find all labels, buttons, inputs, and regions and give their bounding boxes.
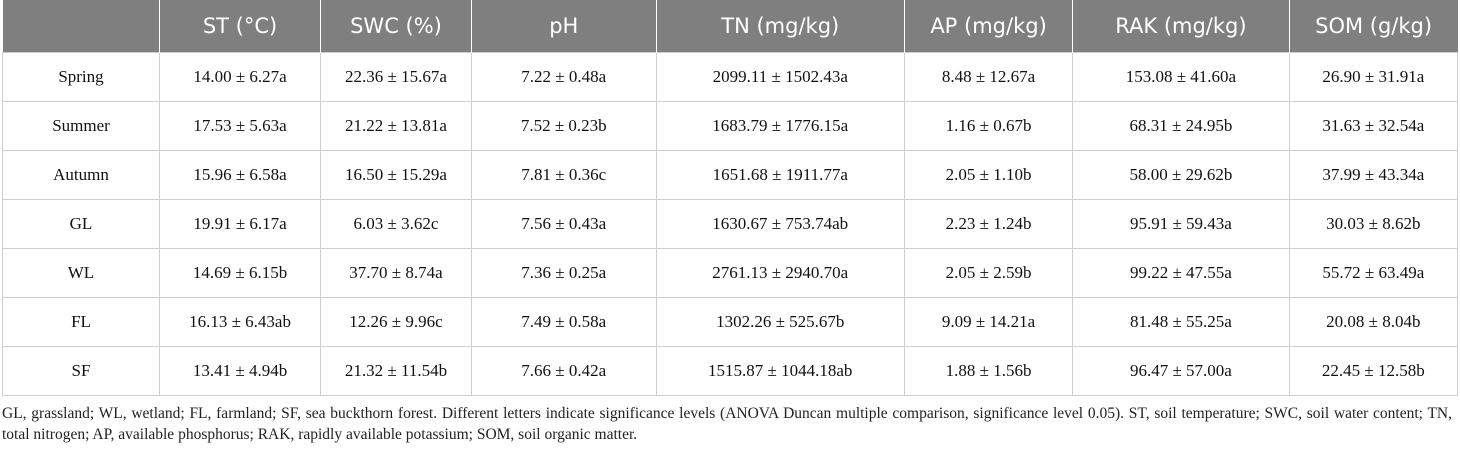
table-cell: 1515.87 ± 1044.18ab <box>655 346 905 396</box>
header-cell-swc: SWC (%) <box>320 0 472 53</box>
header-cell-rak: RAK (mg/kg) <box>1072 0 1290 53</box>
table-footnote: GL, grassland; WL, wetland; FL, farmland… <box>2 405 1452 443</box>
table-cell: 2099.11 ± 1502.43a <box>655 52 905 102</box>
table-cell: 7.81 ± 0.36c <box>470 150 657 200</box>
table-header-row: ST (°C) SWC (%) pH TN (mg/kg) AP (mg/kg)… <box>2 0 1458 53</box>
table-cell: 20.08 ± 8.04b <box>1288 297 1459 347</box>
table-row: WL 14.69 ± 6.15b 37.70 ± 8.74a 7.36 ± 0.… <box>2 248 1459 298</box>
table-row: Autumn 15.96 ± 6.58a 16.50 ± 15.29a 7.81… <box>2 150 1459 200</box>
table-cell: 96.47 ± 57.00a <box>1072 346 1290 396</box>
table-cell: 95.91 ± 59.43a <box>1072 199 1290 249</box>
table-cell: 26.90 ± 31.91a <box>1288 52 1459 102</box>
header-cell-st: ST (°C) <box>158 0 321 53</box>
table-row: GL 19.91 ± 6.17a 6.03 ± 3.62c 7.56 ± 0.4… <box>2 199 1459 249</box>
table-cell: 7.66 ± 0.42a <box>470 346 657 396</box>
table-cell: 14.00 ± 6.27a <box>158 52 322 102</box>
row-label-cell: GL <box>2 199 160 249</box>
table-cell: 22.36 ± 15.67a <box>320 52 472 102</box>
table-cell: 58.00 ± 29.62b <box>1072 150 1290 200</box>
table-cell: 16.50 ± 15.29a <box>320 150 472 200</box>
table-row: FL 16.13 ± 6.43ab 12.26 ± 9.96c 7.49 ± 0… <box>2 297 1459 347</box>
table-cell: 1683.79 ± 1776.15a <box>655 101 905 151</box>
table-cell: 2.23 ± 1.24b <box>903 199 1074 249</box>
header-cell-ph: pH <box>470 0 657 53</box>
table-cell: 2.05 ± 2.59b <box>903 248 1074 298</box>
table-cell: 9.09 ± 14.21a <box>903 297 1074 347</box>
table-cell: 21.22 ± 13.81a <box>320 101 472 151</box>
table-cell: 30.03 ± 8.62b <box>1288 199 1459 249</box>
row-label-cell: FL <box>2 297 160 347</box>
table-cell: 7.49 ± 0.58a <box>470 297 657 347</box>
table-cell: 6.03 ± 3.62c <box>320 199 472 249</box>
row-label-cell: Autumn <box>2 150 160 200</box>
table-cell: 31.63 ± 32.54a <box>1288 101 1459 151</box>
soil-properties-table-container: ST (°C) SWC (%) pH TN (mg/kg) AP (mg/kg)… <box>2 0 1459 396</box>
table-cell: 2.05 ± 1.10b <box>903 150 1074 200</box>
table-cell: 12.26 ± 9.96c <box>320 297 472 347</box>
header-cell-tn: TN (mg/kg) <box>655 0 905 53</box>
table-cell: 7.36 ± 0.25a <box>470 248 657 298</box>
table-cell: 1630.67 ± 753.74ab <box>655 199 905 249</box>
table-cell: 68.31 ± 24.95b <box>1072 101 1290 151</box>
table-cell: 19.91 ± 6.17a <box>158 199 322 249</box>
table-cell: 1.16 ± 0.67b <box>903 101 1074 151</box>
table-cell: 7.52 ± 0.23b <box>470 101 657 151</box>
table-cell: 37.70 ± 8.74a <box>320 248 472 298</box>
row-label-cell: WL <box>2 248 160 298</box>
table-cell: 1651.68 ± 1911.77a <box>655 150 905 200</box>
row-label-cell: SF <box>2 346 160 396</box>
table-cell: 2761.13 ± 2940.70a <box>655 248 905 298</box>
table-cell: 22.45 ± 12.58b <box>1288 346 1459 396</box>
table-cell: 55.72 ± 63.49a <box>1288 248 1459 298</box>
table-cell: 7.22 ± 0.48a <box>470 52 657 102</box>
table-cell: 37.99 ± 43.34a <box>1288 150 1459 200</box>
table-cell: 81.48 ± 55.25a <box>1072 297 1290 347</box>
table-cell: 14.69 ± 6.15b <box>158 248 322 298</box>
table-cell: 21.32 ± 11.54b <box>320 346 472 396</box>
table-cell: 16.13 ± 6.43ab <box>158 297 322 347</box>
table-row: Spring 14.00 ± 6.27a 22.36 ± 15.67a 7.22… <box>2 52 1459 102</box>
table-cell: 1.88 ± 1.56b <box>903 346 1074 396</box>
table-cell: 15.96 ± 6.58a <box>158 150 322 200</box>
row-label-cell: Summer <box>2 101 160 151</box>
table-cell: 7.56 ± 0.43a <box>470 199 657 249</box>
header-cell-som: SOM (g/kg) <box>1288 0 1458 53</box>
table-cell: 153.08 ± 41.60a <box>1072 52 1290 102</box>
header-cell-empty <box>2 0 160 53</box>
row-label-cell: Spring <box>2 52 160 102</box>
table-cell: 99.22 ± 47.55a <box>1072 248 1290 298</box>
table-cell: 13.41 ± 4.94b <box>158 346 322 396</box>
table-cell: 17.53 ± 5.63a <box>158 101 322 151</box>
table-row: SF 13.41 ± 4.94b 21.32 ± 11.54b 7.66 ± 0… <box>2 346 1459 396</box>
table-cell: 1302.26 ± 525.67b <box>655 297 905 347</box>
soil-properties-table: ST (°C) SWC (%) pH TN (mg/kg) AP (mg/kg)… <box>2 0 1459 396</box>
table-cell: 8.48 ± 12.67a <box>903 52 1074 102</box>
table-row: Summer 17.53 ± 5.63a 21.22 ± 13.81a 7.52… <box>2 101 1459 151</box>
header-cell-ap: AP (mg/kg) <box>903 0 1073 53</box>
